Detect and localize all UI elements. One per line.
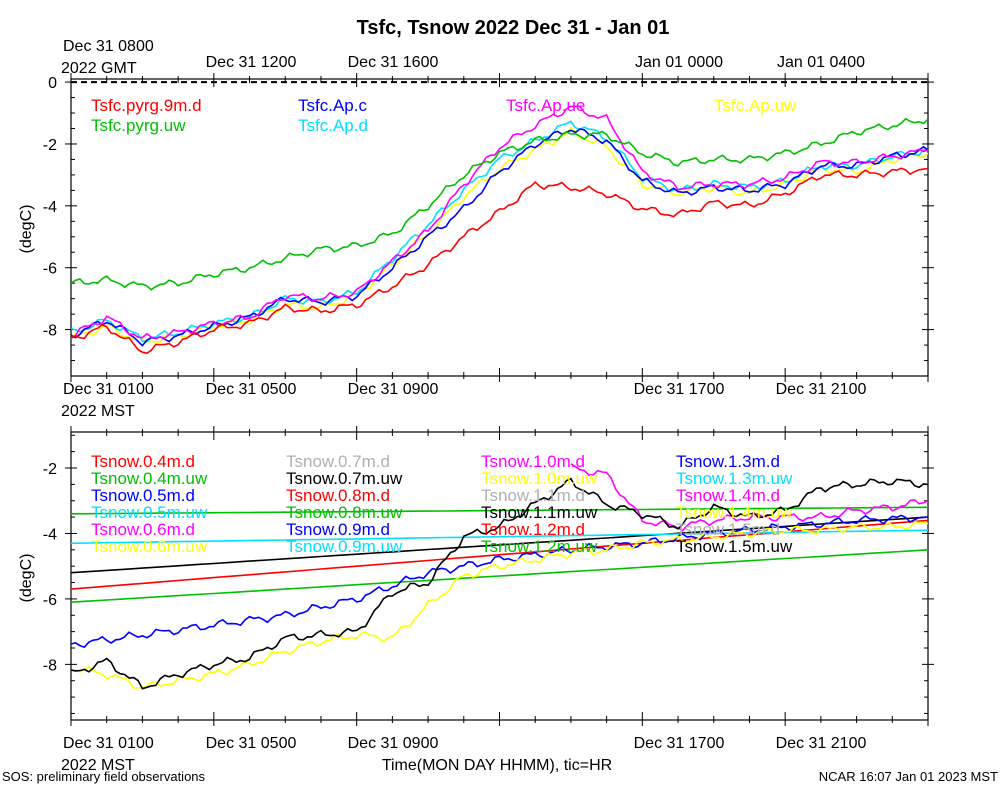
legend-entry: Tsnow.0.9m.uw (286, 537, 403, 556)
legend-entry: Tsnow.1.4m.uw (676, 503, 793, 522)
series-line-Tsnow.1.5m.uw (71, 477, 928, 690)
legend-entry: Tsfc.Ap.uw (714, 96, 797, 115)
bottom-axis-first-sub: 2022 MST (61, 403, 135, 420)
legend-entry: Tsnow.0.7m.d (286, 452, 390, 471)
x-axis-title: Time(MON DAY HHMM), tic=HR (382, 757, 612, 774)
series-line-Tsfc.pyrg.uw (71, 117, 928, 291)
bottom2-axis-label: Dec 31 1700 (634, 735, 725, 752)
series-line-Tsnow.0.6m.uw (71, 521, 928, 689)
legend-entry: Tsnow.1.3m.uw (676, 469, 793, 488)
y-axis-label: (degC) (18, 205, 35, 254)
top-axis-label: Dec 31 1200 (206, 54, 297, 71)
y-tick-label: -8 (43, 323, 57, 340)
legend-entry: Tsnow.1.1m.uw (481, 503, 598, 522)
legend-entry: Tsnow.0.6m.d (91, 520, 195, 539)
series-line-Tsfc.Ap.uw (71, 126, 928, 344)
legend-entry: Tsnow.0.8m.d (286, 486, 390, 505)
legend-entry: Tsnow.1.4m.d (676, 486, 780, 505)
series-line-Tsfc.Ap.c (71, 128, 928, 347)
series-line-Tsfc.pyrg.9m.d (71, 167, 928, 355)
legend-entry: Tsnow.0.9m.d (286, 520, 390, 539)
series-line-Tsnow.0.5m.d (71, 514, 928, 649)
y-axis-label-lower: (degC) (18, 554, 35, 603)
top-axis-label: Dec 31 1600 (348, 54, 439, 71)
legend-entry: Tsnow.1.2m.d (481, 520, 585, 539)
y-tick-label: -4 (43, 199, 57, 216)
series-line-Tsnow.0.5m.uw (71, 529, 928, 545)
legend-entry: Tsfc.Ap.d (298, 116, 368, 135)
series-line-Tsnow.0.4m.uw (71, 549, 928, 603)
legend-entry: Tsnow.1.5m.uw (676, 537, 793, 556)
legend-entry: Tsnow.0.6m.uw (91, 537, 208, 556)
series-line-Tsfc.Ap.ue (71, 105, 928, 340)
chart-title: Tsfc, Tsnow 2022 Dec 31 - Jan 01 (357, 17, 670, 39)
top-axis-first-sub: 2022 GMT (61, 60, 137, 77)
legend-entry: Tsnow.1.1m.d (481, 486, 585, 505)
legend-entry: Tsnow.0.7m.uw (286, 469, 403, 488)
bottom-panel: Dec 31 0100 2022 MST Dec 31 0500 Dec 31 … (18, 554, 866, 774)
footer-right: NCAR 16:07 Jan 01 2023 MST (819, 769, 998, 784)
bottom-axis-label: Dec 31 0900 (348, 381, 439, 398)
top-axis-first-label: Dec 31 0800 (63, 38, 154, 55)
legend-entry: Tsnow.0.5m.uw (91, 503, 208, 522)
series-line-Tsfc.Ap.d (71, 120, 928, 343)
y-tick-label: -4 (43, 526, 57, 543)
bottom2-axis-label: Dec 31 0500 (206, 735, 297, 752)
legend-entry: Tsfc.Ap.c (298, 96, 367, 115)
legend-entry: Tsnow.0.4m.d (91, 452, 195, 471)
bottom2-axis-first-label: Dec 31 0100 (63, 735, 154, 752)
series-line-Tsnow.1.0m.d (570, 463, 928, 532)
legend-entry: Tsnow.1.2m.uw (481, 537, 598, 556)
legend-entry: Tsnow.1.0m.d (481, 452, 585, 471)
plot-panel-2: -2-4-6-8Tsnow.0.4m.dTsnow.0.4m.uwTsnow.0… (43, 426, 934, 726)
top-axis-label: Jan 01 0000 (635, 54, 723, 71)
y-tick-label: -2 (43, 461, 57, 478)
bottom-axis-label: Dec 31 2100 (776, 381, 867, 398)
legend-entry: Tsnow.0.4m.uw (91, 469, 208, 488)
legend-entry: Tsfc.pyrg.9m.d (91, 96, 202, 115)
footer-left: SOS: preliminary field observations (2, 769, 206, 784)
y-tick-label: -8 (43, 657, 57, 674)
y-tick-label: 0 (48, 75, 57, 92)
bottom-axis-label: Dec 31 1700 (634, 381, 725, 398)
legend-entry: Tsnow.0.5m.d (91, 486, 195, 505)
legend-entry: Tsnow.1.0m.uw (481, 469, 598, 488)
y-tick-label: -6 (43, 261, 57, 278)
y-tick-label: -6 (43, 592, 57, 609)
legend-entry: Tsfc.Ap.ue (506, 96, 585, 115)
legend-entry: Tsnow.0.8m.uw (286, 503, 403, 522)
bottom-axis-first-label: Dec 31 0100 (63, 381, 154, 398)
bottom2-axis-label: Dec 31 0900 (348, 735, 439, 752)
bottom2-axis-label: Dec 31 2100 (776, 735, 867, 752)
top-panel: Dec 31 0800 2022 GMT Dec 31 1200 Dec 31 … (18, 38, 866, 420)
bottom2-axis-first-sub: 2022 MST (61, 757, 135, 774)
series-line-Tsnow.0.8m.uw (71, 506, 928, 515)
legend-entry: Tsnow.1.3m.d (676, 452, 780, 471)
y-tick-label: -2 (43, 137, 57, 154)
top-axis-label: Jan 01 0400 (777, 54, 865, 71)
legend-entry: Tsfc.pyrg.uw (91, 116, 186, 135)
bottom-axis-label: Dec 31 0500 (206, 381, 297, 398)
legend-entry: Tsnow.1.5m.d (676, 520, 780, 539)
